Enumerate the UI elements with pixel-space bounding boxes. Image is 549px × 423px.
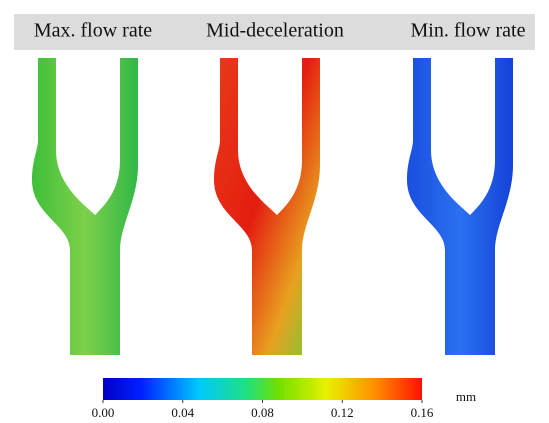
panel-title: Mid-deceleration: [206, 20, 344, 42]
vessel-render: [407, 58, 513, 355]
tick-label: 0.12: [331, 405, 354, 420]
vessel-render: [32, 58, 138, 355]
tick-label: 0.16: [411, 405, 434, 420]
tick-label: 0.00: [92, 405, 115, 420]
panel-title: Max. flow rate: [34, 20, 152, 42]
unit-label: mm: [456, 389, 476, 404]
panel-title: Min. flow rate: [411, 20, 526, 42]
colorbar: [103, 378, 422, 400]
tick-label: 0.04: [171, 405, 194, 420]
tick-label: 0.08: [251, 405, 274, 420]
figure: mm Max. flow rate Mid-deceleration Min. fl…: [0, 0, 549, 423]
vessel-render: [214, 58, 320, 355]
